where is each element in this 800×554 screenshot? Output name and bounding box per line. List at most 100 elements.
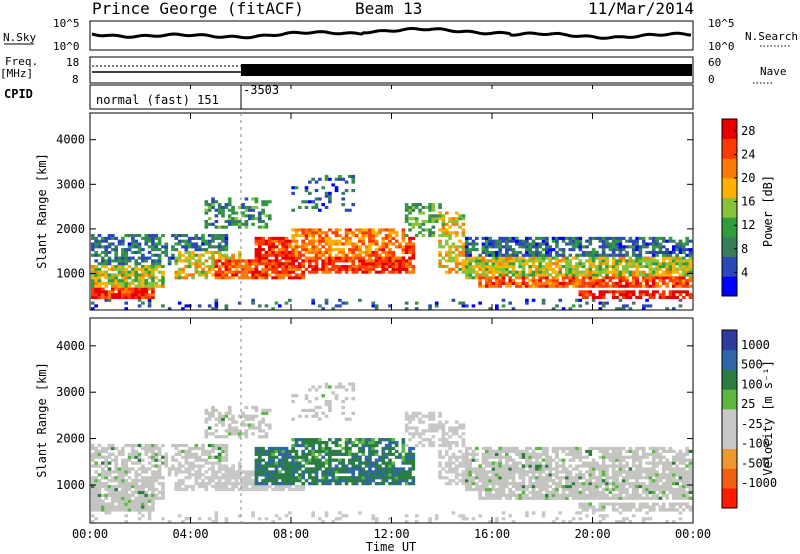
velocity-cell xyxy=(358,455,362,459)
velocity-cell xyxy=(341,405,346,410)
velocity-cell xyxy=(111,490,115,495)
velocity-cell xyxy=(484,464,489,468)
power-cell xyxy=(91,236,95,240)
power-cell xyxy=(154,253,159,257)
velocity-cell xyxy=(308,473,312,477)
power-cell xyxy=(197,245,202,249)
power-cell xyxy=(194,267,199,271)
velocity-cell xyxy=(528,470,533,474)
velocity-cell xyxy=(298,487,302,492)
power-cell xyxy=(474,262,479,266)
velocity-cell xyxy=(97,452,102,456)
velocity-cell xyxy=(525,461,529,465)
power-cell xyxy=(261,256,265,260)
velocity-cell xyxy=(97,487,102,492)
power-cell xyxy=(137,293,142,297)
power-cell xyxy=(555,279,559,283)
velocity-cell xyxy=(254,458,259,462)
velocity-cell xyxy=(298,479,302,483)
power-cell xyxy=(137,304,142,308)
velocity-cell xyxy=(291,476,295,480)
power-cell xyxy=(421,234,426,238)
power-cell xyxy=(558,273,563,277)
power-cell xyxy=(681,242,686,246)
power-cell xyxy=(495,307,499,311)
velocity-cell xyxy=(615,470,619,474)
velocity-cell xyxy=(401,449,406,454)
power-cell xyxy=(418,222,422,226)
velocity-cell xyxy=(204,458,209,462)
power-cell xyxy=(601,256,606,260)
velocity-cell xyxy=(521,487,526,492)
velocity-cell xyxy=(94,452,98,456)
power-cell xyxy=(535,264,539,269)
power-cell xyxy=(535,256,539,260)
power-cell xyxy=(284,259,289,263)
power-cell xyxy=(318,208,322,212)
velocity-cell xyxy=(117,476,122,480)
power-cell xyxy=(468,259,472,263)
velocity-cell xyxy=(585,464,589,468)
power-cell xyxy=(635,276,639,280)
velocity-cell xyxy=(495,493,499,497)
power-cell xyxy=(601,248,606,252)
power-cell xyxy=(511,253,516,257)
power-cell xyxy=(161,264,165,269)
velocity-cell xyxy=(174,452,179,456)
power-cell xyxy=(411,256,416,260)
power-cell xyxy=(247,270,252,274)
velocity-cell xyxy=(224,414,229,418)
velocity-cell xyxy=(301,455,305,459)
velocity-cell xyxy=(147,482,152,486)
power-cell xyxy=(461,217,466,221)
velocity-cell xyxy=(331,452,336,456)
date-title: 11/Mar/2014 xyxy=(588,0,694,18)
power-cell xyxy=(428,208,432,212)
velocity-cell xyxy=(94,470,98,474)
power-cell xyxy=(277,270,282,274)
velocity-cell xyxy=(454,426,459,430)
velocity-cell xyxy=(368,461,372,465)
velocity-cell xyxy=(221,443,225,448)
power-cell xyxy=(631,253,636,257)
power-cell xyxy=(478,281,482,285)
power-cell xyxy=(585,270,589,274)
velocity-cell xyxy=(174,470,179,474)
power-cell xyxy=(281,245,285,249)
power-cell xyxy=(555,242,559,246)
power-cell xyxy=(154,245,159,249)
power-cell xyxy=(408,270,412,274)
power-cell xyxy=(591,236,596,240)
power-cell xyxy=(528,250,533,255)
velocity-cell xyxy=(107,470,112,474)
power-cell xyxy=(454,234,459,238)
velocity-cell xyxy=(391,482,396,486)
velocity-cell xyxy=(378,476,382,480)
power-cell xyxy=(511,236,516,240)
velocity-cell xyxy=(481,476,486,480)
power-cell xyxy=(257,262,262,266)
velocity-cell xyxy=(538,464,543,468)
power-cell xyxy=(114,264,119,269)
power-cell xyxy=(104,236,108,240)
power-cell xyxy=(474,248,479,252)
velocity-cell xyxy=(328,449,332,454)
power-cell xyxy=(651,262,656,266)
velocity-cell xyxy=(324,385,329,389)
velocity-cell xyxy=(448,467,452,471)
power-cell xyxy=(291,248,295,252)
velocity-cell xyxy=(234,470,239,474)
velocity-cell xyxy=(354,443,359,448)
power-cell xyxy=(187,259,192,263)
power-cell xyxy=(144,267,149,271)
power-cell xyxy=(605,264,609,269)
power-cell xyxy=(187,273,192,277)
power-cell xyxy=(94,264,98,269)
velocity-cell xyxy=(481,452,486,456)
power-cell xyxy=(298,250,302,255)
power-cell xyxy=(131,281,135,285)
velocity-cell xyxy=(411,455,416,459)
power-cell xyxy=(645,279,649,283)
power-cell xyxy=(151,236,155,240)
